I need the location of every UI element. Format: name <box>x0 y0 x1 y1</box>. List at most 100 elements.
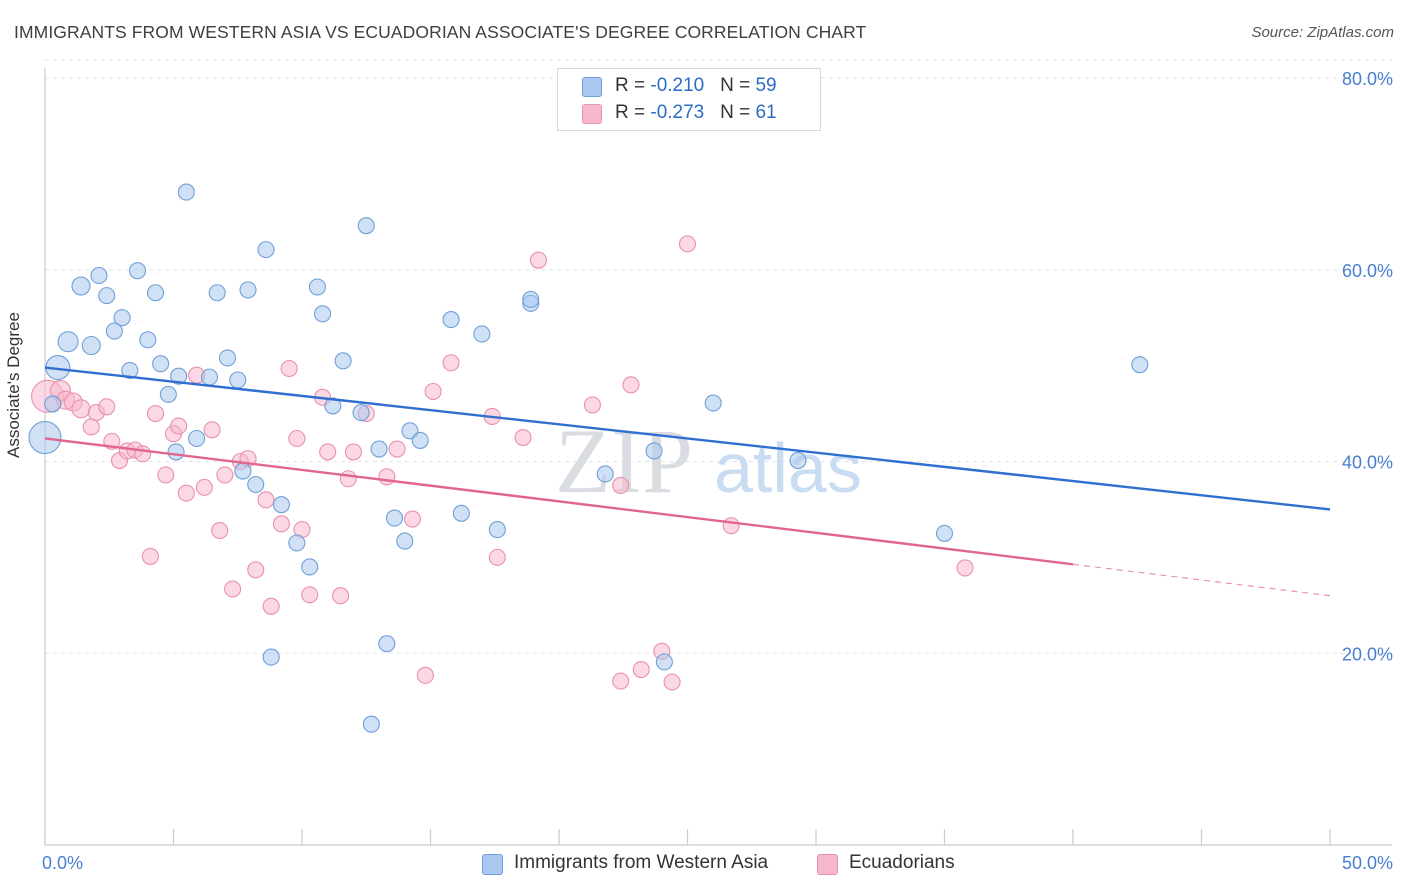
legend-label-western-asia: Immigrants from Western Asia <box>514 852 769 873</box>
data-point <box>203 421 221 439</box>
data-point <box>216 466 234 484</box>
source-label: Source: ZipAtlas.com <box>1251 24 1394 41</box>
tick-labels: 20.0% 40.0% 60.0% 80.0% 0.0% 50.0% <box>42 69 1393 873</box>
data-point <box>208 284 226 302</box>
data-point <box>416 666 434 684</box>
series-western-asia <box>28 92 1149 733</box>
data-point <box>388 440 406 458</box>
data-point <box>159 385 177 403</box>
data-point <box>452 504 470 522</box>
legend-r-value: -0.210 <box>650 75 705 96</box>
data-point <box>655 653 673 671</box>
data-point <box>288 429 306 448</box>
y-tick-label: 60.0% <box>1342 261 1393 281</box>
data-point <box>396 532 414 550</box>
legend-swatch-blue <box>482 854 503 875</box>
y-tick-label: 40.0% <box>1342 453 1393 473</box>
data-point <box>44 395 62 413</box>
data-point <box>514 428 532 447</box>
data-point <box>308 278 326 296</box>
data-point <box>157 466 175 484</box>
data-point <box>90 266 108 285</box>
data-point <box>301 586 319 604</box>
data-point <box>272 496 290 514</box>
legend-swatch-pink <box>582 104 602 124</box>
data-point <box>141 547 159 565</box>
legend-r-value: -0.273 <box>650 102 705 123</box>
trend-lines <box>44 366 1331 597</box>
data-point <box>442 311 460 329</box>
data-point <box>622 376 640 394</box>
legend-n-value: 59 <box>755 75 777 96</box>
data-point <box>57 331 79 353</box>
data-point <box>678 235 697 253</box>
data-point <box>239 281 257 299</box>
data-point <box>188 429 206 448</box>
data-point <box>352 404 370 422</box>
data-point <box>167 443 185 461</box>
data-point <box>105 322 123 340</box>
data-point <box>177 484 195 502</box>
data-point <box>704 394 722 412</box>
legend-swatch-blue <box>582 77 602 97</box>
data-point <box>146 405 165 423</box>
data-point <box>224 580 242 598</box>
gridlines <box>45 59 1392 654</box>
legend-r-label: R = <box>615 102 651 123</box>
legend-r-label: R = <box>615 75 651 96</box>
data-point <box>403 510 422 528</box>
data-point <box>324 397 342 415</box>
legend-label-ecuadorians: Ecuadorians <box>849 852 955 873</box>
data-point <box>177 183 195 201</box>
data-point <box>357 217 375 235</box>
data-point <box>334 352 352 370</box>
trend-line <box>44 366 1331 511</box>
y-axis-label: Associate's Degree <box>4 312 23 458</box>
data-point <box>272 515 290 533</box>
data-point <box>121 361 139 379</box>
trend-line-extension <box>1072 563 1331 597</box>
watermark: ZIP atlas <box>555 410 862 512</box>
legend-n-label: N = <box>720 102 756 123</box>
series-ecuadorians <box>31 235 974 691</box>
axes <box>44 68 1392 846</box>
y-tick-label: 20.0% <box>1342 644 1393 664</box>
data-point <box>583 396 601 414</box>
data-point <box>170 367 188 385</box>
data-point <box>280 359 298 378</box>
watermark-atlas: atlas <box>714 429 862 507</box>
data-point <box>331 587 350 605</box>
data-point <box>314 305 332 323</box>
data-point <box>288 534 306 552</box>
data-point <box>632 660 650 679</box>
data-point <box>722 517 740 535</box>
data-point <box>378 635 396 653</box>
data-point <box>411 431 429 449</box>
data-point <box>195 478 213 496</box>
data-point <box>262 648 280 666</box>
data-point <box>146 284 165 302</box>
data-point <box>385 509 404 527</box>
data-point <box>956 559 974 577</box>
data-point <box>170 417 188 435</box>
data-point <box>152 355 170 373</box>
data-point <box>612 476 630 495</box>
data-point <box>1131 356 1149 374</box>
data-point <box>424 382 442 401</box>
y-tick-label: 80.0% <box>1342 69 1393 89</box>
data-point <box>378 468 396 486</box>
data-point <box>362 715 380 733</box>
data-point <box>344 443 362 461</box>
data-point <box>257 491 275 509</box>
data-point <box>28 420 62 455</box>
legend-swatch-pink <box>817 854 838 875</box>
data-point <box>71 399 91 419</box>
data-point <box>596 465 614 483</box>
data-point <box>218 349 237 367</box>
data-point <box>488 548 506 566</box>
chart-title: IMMIGRANTS FROM WESTERN ASIA VS ECUADORI… <box>14 22 867 42</box>
data-point <box>81 335 101 356</box>
data-point <box>645 442 663 460</box>
data-point <box>319 443 337 461</box>
data-point <box>522 290 540 309</box>
